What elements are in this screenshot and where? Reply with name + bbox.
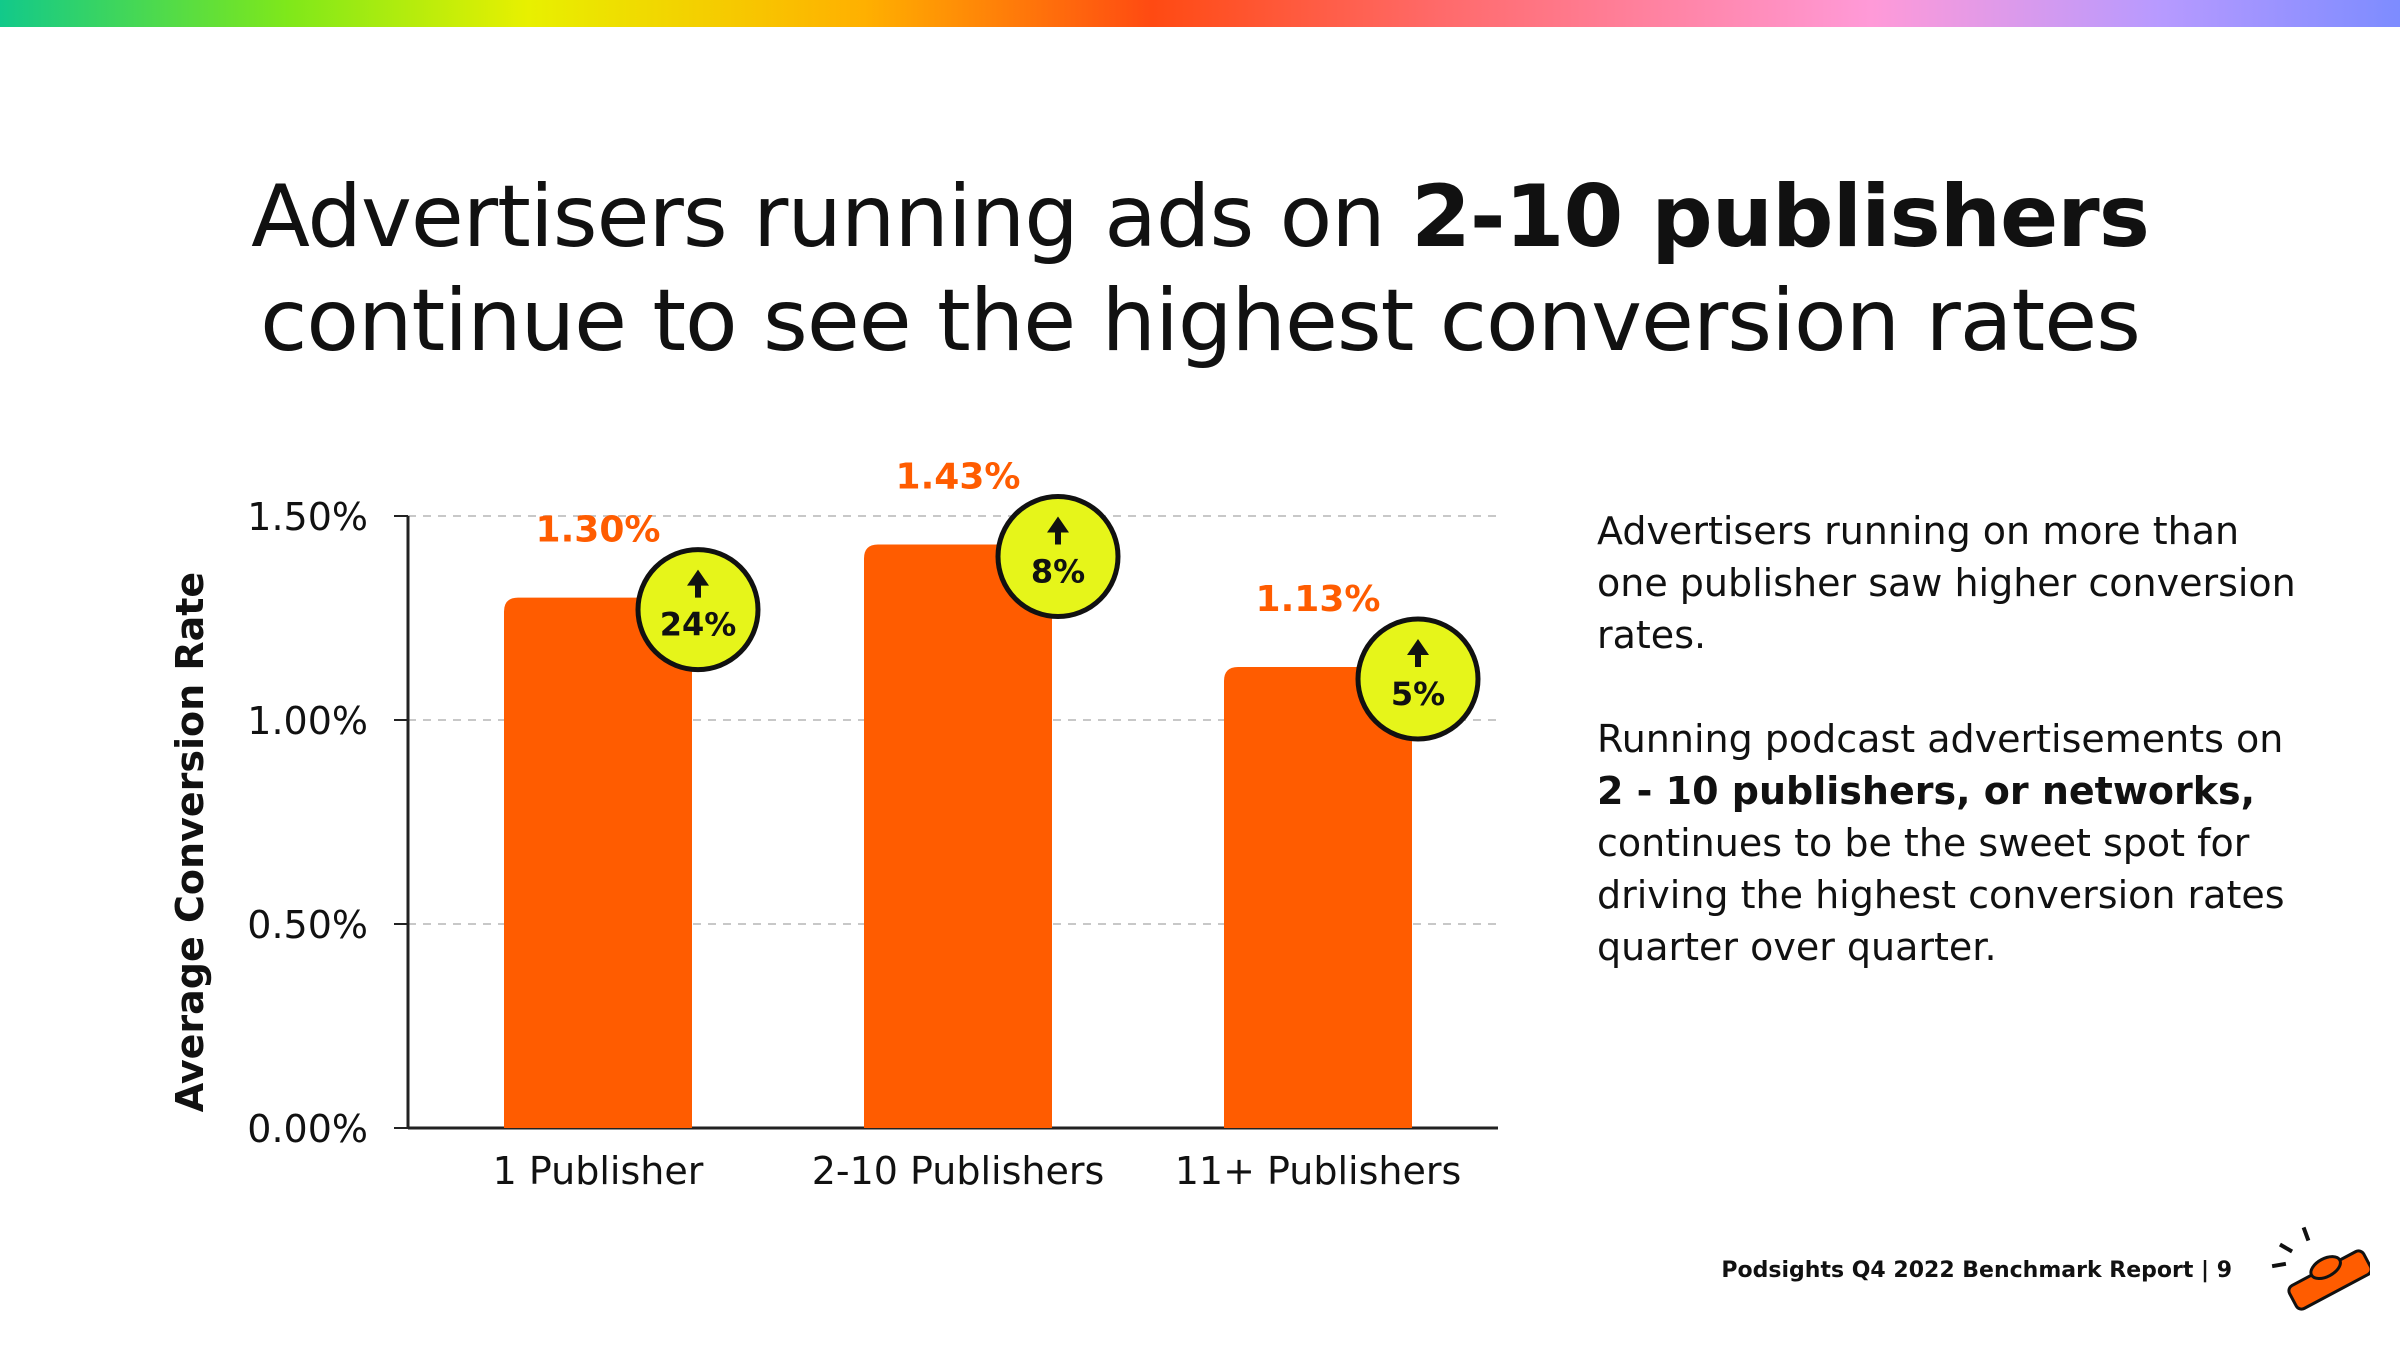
change-badge-label: 8% xyxy=(1031,553,1085,591)
y-tick-label: 0.00% xyxy=(247,1107,368,1151)
bar xyxy=(864,544,1052,1128)
commentary-paragraph-2-start: Running podcast advertisements on xyxy=(1597,717,2284,761)
title-line-1: Advertisers running ads on 2-10 publishe… xyxy=(200,165,2200,269)
side-commentary: Advertisers running on more than one pub… xyxy=(1597,505,2317,973)
arrow-up-icon xyxy=(687,569,709,598)
y-axis-title: Average Conversion Rate xyxy=(168,572,212,1112)
change-badge-label: 24% xyxy=(660,606,737,644)
commentary-paragraph-1: Advertisers running on more than one pub… xyxy=(1597,509,2296,657)
podsights-logo-icon xyxy=(2271,1226,2370,1311)
commentary-paragraph-2-bold: 2 - 10 publishers, or networks, xyxy=(1597,769,2256,813)
arrow-up-icon xyxy=(1407,638,1429,667)
change-badge xyxy=(995,494,1121,620)
change-badge xyxy=(1355,616,1481,742)
commentary-paragraph-2-end: continues to be the sweet spot for drivi… xyxy=(1597,821,2285,969)
commentary-paragraph-2: Running podcast advertisements on 2 - 10… xyxy=(1597,713,2317,973)
change-badge xyxy=(635,547,761,673)
footer-report-label: Podsights Q4 2022 Benchmark Report | 9 xyxy=(1721,1258,2232,1283)
x-tick-label: 1 Publisher xyxy=(493,1149,704,1193)
rainbow-header-bar xyxy=(0,0,2400,27)
change-badge-label: 5% xyxy=(1391,675,1445,713)
y-tick-label: 1.50% xyxy=(247,495,368,539)
title-line-1-regular: Advertisers running ads on xyxy=(251,167,1412,267)
x-tick-label: 11+ Publishers xyxy=(1175,1149,1462,1193)
bar xyxy=(504,597,692,1128)
x-tick-label: 2-10 Publishers xyxy=(812,1149,1105,1193)
bar-value-label: 1.13% xyxy=(1256,579,1381,620)
title-line-2: continue to see the highest conversion r… xyxy=(260,271,2141,371)
bar xyxy=(1224,666,1412,1128)
bar-value-label: 1.43% xyxy=(896,457,1021,498)
arrow-up-icon xyxy=(1047,516,1069,545)
bar-value-label: 1.30% xyxy=(536,510,661,551)
title-line-1-bold: 2-10 publishers xyxy=(1411,167,2150,267)
page-title: Advertisers running ads on 2-10 publishe… xyxy=(200,165,2200,373)
y-tick-label: 0.50% xyxy=(247,903,368,947)
y-tick-label: 1.00% xyxy=(247,699,368,743)
